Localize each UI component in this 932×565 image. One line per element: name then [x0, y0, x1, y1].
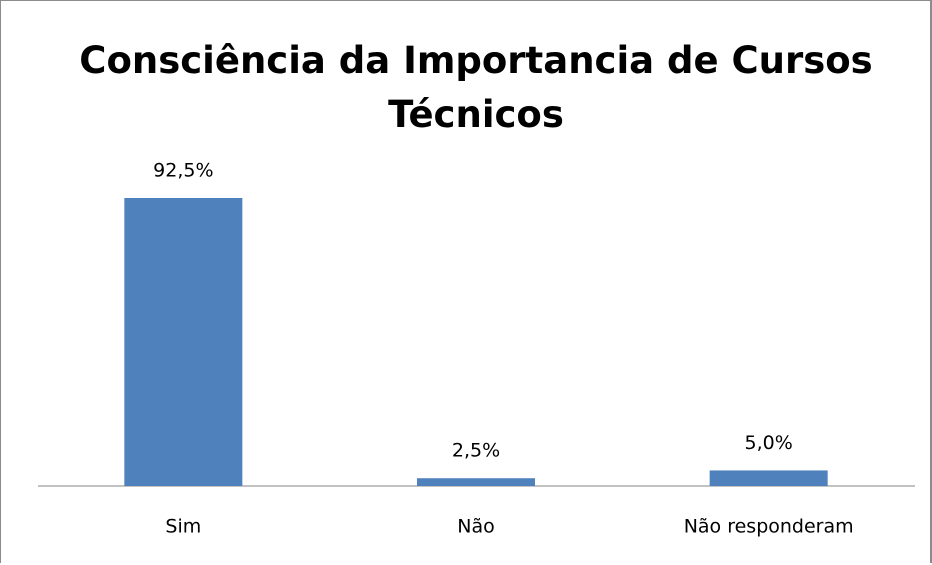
x-tick-label: Sim — [165, 516, 201, 538]
data-label: 92,5% — [153, 160, 213, 182]
data-label: 5,0% — [745, 432, 793, 454]
x-tick-label: Não — [457, 516, 494, 538]
data-label: 2,5% — [452, 440, 500, 462]
bar — [709, 470, 828, 486]
bar — [417, 478, 535, 486]
x-tick-label: Não responderam — [684, 516, 854, 538]
bar — [124, 198, 243, 486]
chart-title: Consciência da Importancia de Cursos Téc… — [79, 39, 873, 136]
